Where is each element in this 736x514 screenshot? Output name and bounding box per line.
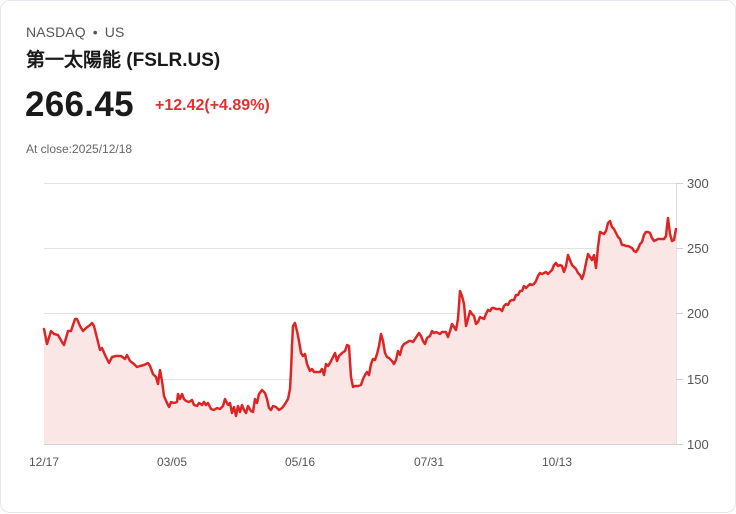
y-tick-label: 250 [687, 241, 709, 256]
price-line [42, 216, 678, 418]
y-tick-label: 200 [687, 306, 709, 321]
price-area-fill [44, 218, 676, 444]
price-change: +12.42(+4.89%) [155, 97, 270, 114]
y-tick-marks [676, 183, 683, 445]
y-tick-label: 300 [687, 176, 709, 191]
y-tick-label: 150 [687, 372, 709, 387]
y-tick-label: 100 [687, 437, 709, 452]
close-timestamp: At close:2025/12/18 [26, 142, 133, 156]
x-tick-label: 05/16 [285, 455, 315, 469]
market-name: US [104, 24, 125, 40]
x-tick-label: 10/13 [542, 455, 572, 469]
exchange-line: NASDAQ • US [26, 24, 124, 40]
exchange-name: NASDAQ [26, 24, 86, 40]
x-tick-label: 03/05 [157, 455, 187, 469]
x-tick-label: 12/17 [29, 455, 59, 469]
x-tick-label: 07/31 [414, 455, 444, 469]
current-price: 266.45 [25, 85, 134, 124]
stock-title: 第一太陽能 (FSLR.US) [26, 50, 221, 71]
separator-dot: • [92, 24, 98, 40]
